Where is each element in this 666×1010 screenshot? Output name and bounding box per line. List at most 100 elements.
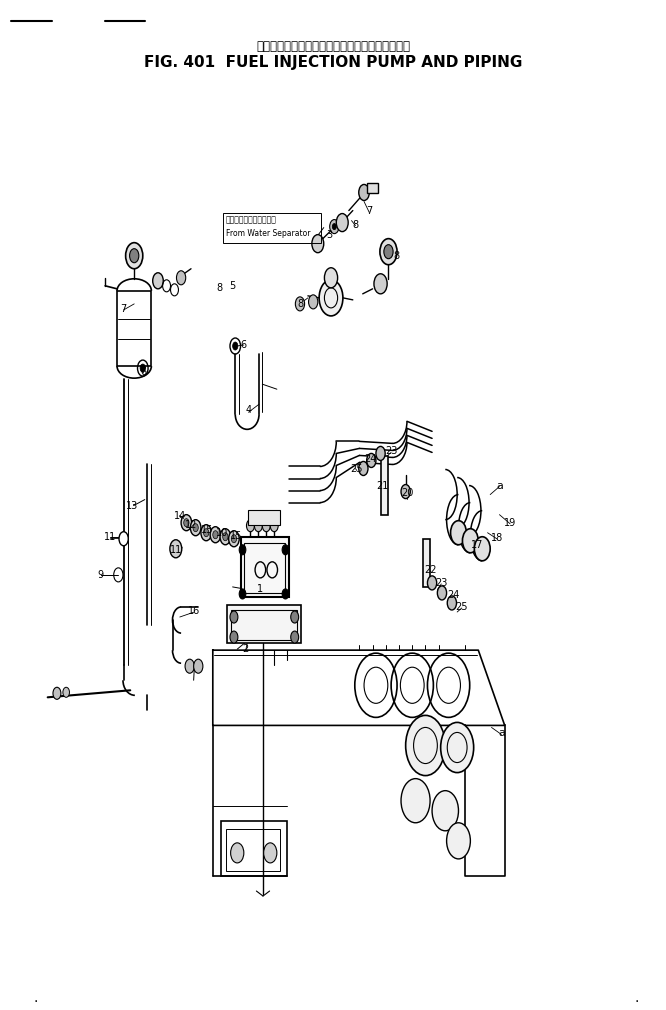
Bar [244, 542, 286, 593]
Circle shape [153, 273, 163, 289]
Circle shape [119, 531, 129, 545]
Bar [368, 184, 378, 194]
Text: 15: 15 [230, 530, 242, 540]
Circle shape [194, 660, 203, 674]
Text: 25: 25 [350, 465, 363, 475]
Text: 10: 10 [216, 527, 228, 537]
Bar [424, 538, 430, 587]
Circle shape [228, 530, 239, 546]
Circle shape [232, 342, 238, 350]
Circle shape [53, 687, 61, 699]
Circle shape [312, 234, 324, 252]
Text: .: . [33, 992, 38, 1005]
Text: 16: 16 [188, 606, 200, 616]
Text: ウォータセパレータから: ウォータセパレータから [226, 215, 277, 224]
Circle shape [262, 520, 270, 531]
Circle shape [170, 539, 182, 558]
Circle shape [193, 523, 198, 531]
Circle shape [384, 244, 393, 259]
Circle shape [239, 544, 246, 554]
Circle shape [432, 791, 458, 831]
Circle shape [474, 536, 490, 561]
Text: 21: 21 [376, 481, 389, 491]
Circle shape [222, 532, 228, 540]
Circle shape [185, 660, 194, 674]
Circle shape [190, 520, 201, 535]
Circle shape [264, 843, 277, 863]
Bar [226, 829, 280, 871]
Bar [220, 821, 287, 876]
Circle shape [295, 297, 304, 311]
Circle shape [63, 687, 69, 697]
Text: 25: 25 [456, 602, 468, 612]
Bar [223, 212, 321, 242]
Circle shape [406, 715, 446, 776]
Circle shape [332, 223, 336, 229]
Text: 5: 5 [229, 281, 235, 291]
Bar [230, 610, 296, 640]
Bar [117, 291, 151, 366]
Circle shape [230, 611, 238, 623]
Circle shape [220, 528, 230, 544]
Text: 22: 22 [424, 565, 437, 575]
Circle shape [428, 576, 437, 590]
Text: 17: 17 [471, 539, 483, 549]
Bar [248, 510, 280, 524]
Bar [240, 536, 289, 597]
Text: 8: 8 [352, 219, 358, 229]
Text: 12: 12 [185, 520, 197, 529]
Circle shape [210, 526, 220, 542]
Circle shape [441, 722, 474, 773]
Text: 2: 2 [242, 644, 249, 654]
Circle shape [204, 528, 209, 536]
Bar [227, 605, 301, 643]
Circle shape [324, 268, 338, 288]
Circle shape [330, 219, 339, 233]
Circle shape [176, 271, 186, 285]
Circle shape [254, 520, 262, 531]
Circle shape [308, 295, 318, 309]
Circle shape [401, 779, 430, 823]
Text: 24: 24 [447, 590, 460, 600]
Text: 6: 6 [241, 340, 247, 350]
Text: 23: 23 [385, 446, 398, 457]
Text: FIG. 401  FUEL INJECTION PUMP AND PIPING: FIG. 401 FUEL INJECTION PUMP AND PIPING [144, 56, 522, 71]
Circle shape [282, 589, 289, 599]
Circle shape [462, 528, 478, 552]
Circle shape [374, 274, 387, 294]
Text: 19: 19 [504, 518, 516, 527]
Circle shape [401, 485, 410, 499]
Text: .: . [635, 992, 639, 1005]
Circle shape [239, 589, 246, 599]
Circle shape [230, 631, 238, 643]
Circle shape [184, 519, 189, 526]
Circle shape [230, 843, 244, 863]
Circle shape [380, 238, 397, 265]
Circle shape [246, 520, 254, 531]
Text: 6: 6 [141, 367, 147, 377]
Circle shape [291, 631, 298, 643]
Text: a: a [496, 481, 503, 491]
Circle shape [213, 530, 218, 538]
Bar [381, 457, 388, 515]
Circle shape [447, 823, 470, 858]
Text: 7: 7 [366, 206, 372, 215]
Text: 3: 3 [326, 229, 333, 239]
Text: 8: 8 [216, 283, 222, 293]
Circle shape [270, 520, 278, 531]
Text: 11: 11 [170, 544, 182, 554]
Text: 24: 24 [364, 454, 377, 465]
Circle shape [319, 280, 343, 316]
Text: 13: 13 [126, 501, 139, 511]
Circle shape [126, 242, 143, 269]
Text: 18: 18 [491, 532, 503, 542]
Circle shape [451, 521, 466, 544]
Circle shape [448, 596, 456, 610]
Circle shape [438, 586, 447, 600]
Text: 9: 9 [97, 570, 104, 580]
Text: a: a [498, 728, 505, 738]
Circle shape [130, 248, 139, 263]
Text: 4: 4 [245, 405, 252, 415]
Circle shape [181, 515, 192, 530]
Text: 8: 8 [394, 250, 400, 261]
